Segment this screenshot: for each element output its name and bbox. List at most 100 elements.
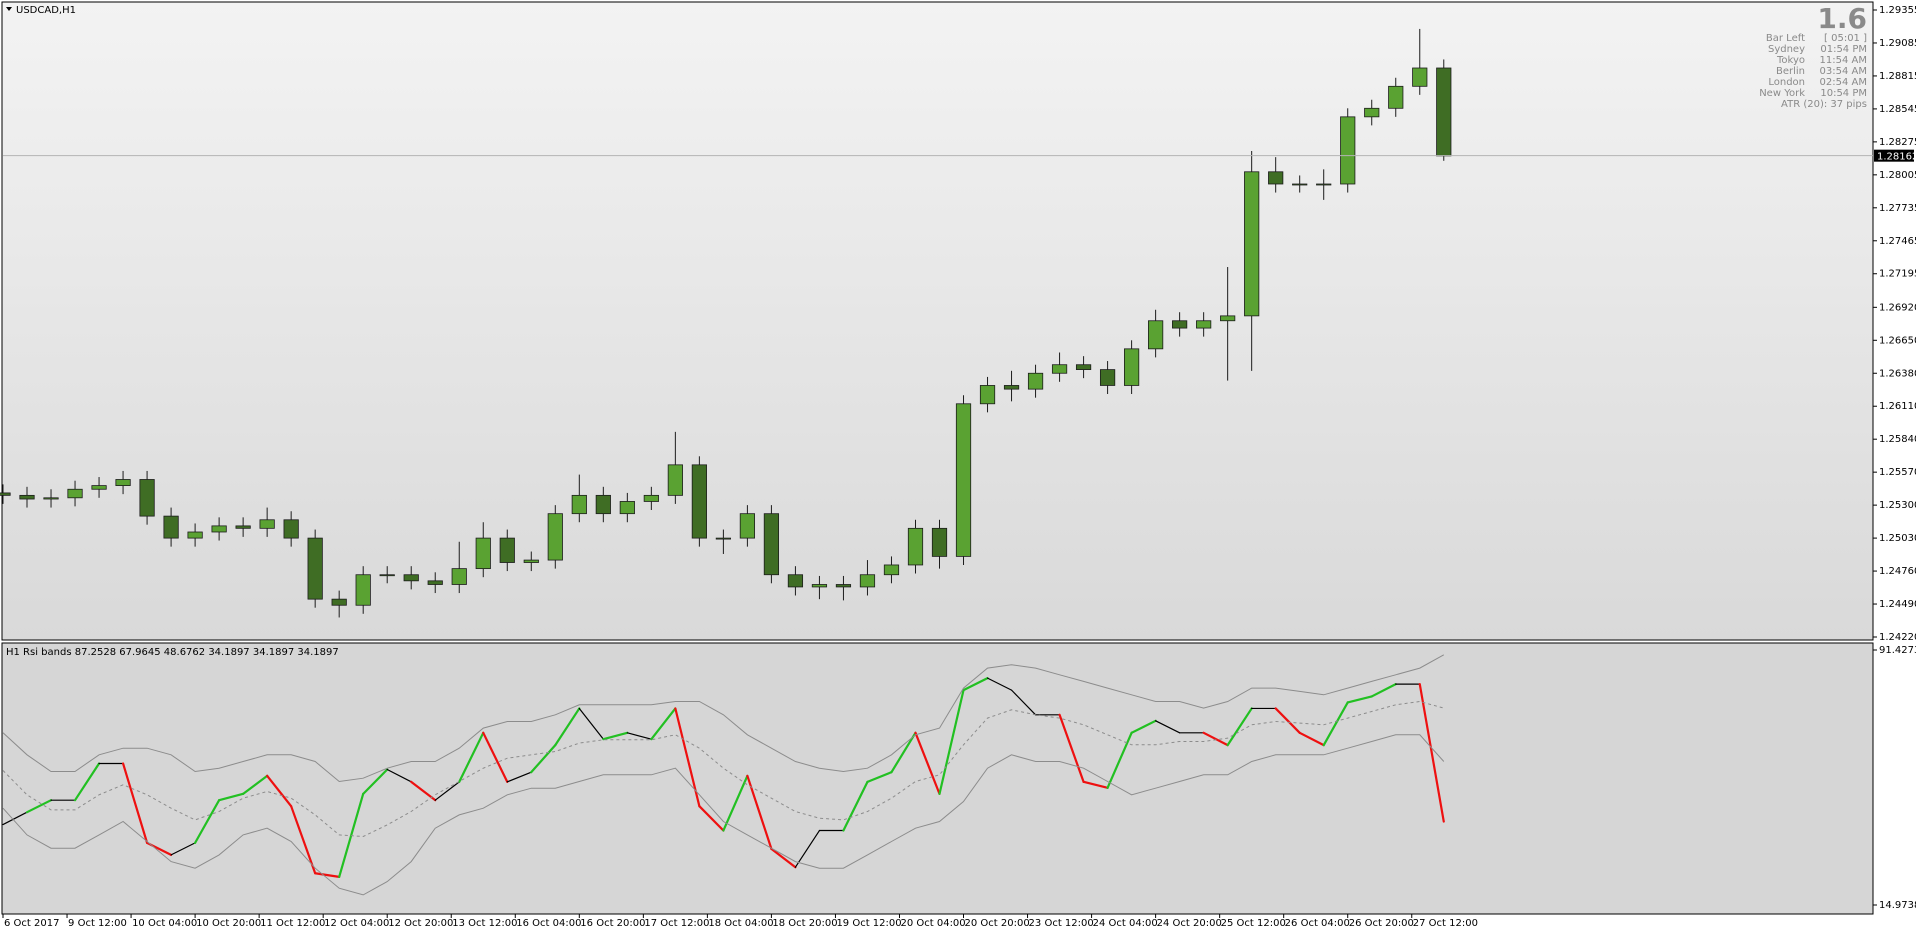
y-tick-label: 1.25570: [1879, 467, 1916, 478]
rsi-segment: [242, 774, 269, 795]
rsi-segment: [602, 731, 629, 741]
candle-body: [811, 584, 828, 588]
rsi-segment: [1130, 719, 1157, 734]
rsi-segment: [1010, 689, 1037, 716]
rsi-segment: [386, 768, 412, 783]
candle-body: [1051, 364, 1068, 374]
candle-body: [1244, 171, 1260, 317]
candle-body: [955, 403, 972, 557]
candle-body: [979, 385, 996, 405]
info-label: New York: [1759, 88, 1805, 99]
candle-body: [1220, 315, 1236, 322]
candle-body: [1124, 348, 1140, 386]
candle-body: [283, 519, 299, 539]
candle-body: [43, 497, 59, 500]
y-tick-label: 1.26110: [1879, 401, 1916, 412]
rsi-segment: [2, 811, 28, 826]
rsi-segment: [1058, 713, 1085, 783]
x-tick-label: 13 Oct 12:00: [452, 918, 517, 929]
x-tick-label: 25 Oct 12:00: [1221, 918, 1286, 929]
rsi-segment: [842, 780, 869, 832]
rsi-segment: [1274, 707, 1301, 734]
candle-body: [1172, 320, 1188, 329]
info-value: [ 05:01 ]: [1824, 33, 1867, 44]
rsi-segment: [770, 847, 797, 869]
x-tick-label: 10 Oct 04:00: [132, 918, 197, 929]
info-value: 03:54 AM: [1820, 66, 1867, 77]
band-line: [2, 734, 1445, 896]
rsi-segment: [506, 771, 532, 783]
indicator-panel: [1, 642, 1874, 915]
rsi-segment: [25, 799, 53, 814]
y-tick-label: 1.26650: [1879, 335, 1916, 346]
candle-body: [163, 515, 179, 539]
y-tick-label: 1.24220: [1879, 632, 1916, 643]
candle-body: [235, 525, 251, 529]
candle-body: [907, 527, 924, 566]
candle-body: [0, 492, 11, 496]
candle-body: [1027, 372, 1044, 390]
y-tick-label: 1.29355: [1879, 5, 1916, 16]
candle-body: [451, 568, 467, 585]
symbol-title: USDCAD,H1: [16, 5, 76, 16]
info-value: 01:54 PM: [1820, 44, 1867, 55]
rsi-segment: [746, 774, 773, 850]
candle-body: [547, 513, 563, 561]
info-value: 02:54 AM: [1820, 77, 1867, 88]
info-label: Bar Left: [1766, 33, 1805, 44]
rsi-segment: [1202, 731, 1229, 747]
rsi-segment: [626, 732, 652, 740]
info-label: Berlin: [1776, 66, 1805, 77]
candle-body: [259, 519, 275, 529]
candle-body: [619, 501, 635, 515]
info-value: 11:54 AM: [1820, 55, 1867, 66]
y-tick-label: 1.26380: [1879, 368, 1916, 379]
x-tick-label: 20 Oct 20:00: [965, 918, 1030, 929]
x-tick-label: 17 Oct 12:00: [644, 918, 709, 929]
candle-body: [859, 574, 876, 588]
candle-body: [1340, 116, 1356, 185]
x-tick-label: 12 Oct 04:00: [324, 918, 389, 929]
candle-body: [571, 494, 587, 515]
x-tick-label: 12 Oct 20:00: [388, 918, 453, 929]
candle-body: [475, 537, 491, 570]
rsi-segment: [578, 707, 604, 740]
rsi-segment: [1322, 701, 1349, 747]
rsi-segment: [1418, 683, 1445, 823]
rsi-segment: [362, 768, 389, 795]
y-tick-label: 1.26920: [1879, 302, 1916, 313]
rsi-segment: [194, 799, 221, 844]
rsi-segment: [482, 731, 509, 783]
info-label: Sydney: [1768, 44, 1805, 55]
info-value: 10:54 PM: [1820, 88, 1867, 99]
x-tick-label: 19 Oct 12:00: [836, 918, 901, 929]
candle-body: [403, 574, 419, 582]
info-label: Tokyo: [1776, 55, 1805, 66]
rsi-segment: [794, 829, 821, 868]
candle-body: [19, 494, 35, 500]
rsi-segment: [698, 805, 725, 832]
candle-body: [427, 580, 443, 585]
candle-body: [1099, 369, 1116, 386]
rsi-segment: [121, 762, 149, 844]
rsi-segment: [890, 731, 917, 774]
candle-body: [1196, 320, 1212, 329]
y-tick-label: 1.29085: [1879, 38, 1916, 49]
rsi-segment: [170, 842, 196, 856]
candle-body: [667, 464, 683, 496]
y-tick-label: 1.28815: [1879, 71, 1916, 82]
candle-body: [1148, 320, 1164, 350]
rsi-segment: [1370, 683, 1397, 698]
menu-triangle[interactable]: [6, 7, 12, 11]
candle-body: [211, 525, 227, 533]
candle-body: [643, 494, 659, 502]
last-price-label: 1.28162: [1877, 152, 1916, 163]
rsi-segment: [218, 792, 245, 802]
rsi-segment: [458, 731, 485, 783]
x-tick-label: 9 Oct 12:00: [68, 918, 127, 929]
rsi-segment: [1298, 731, 1325, 747]
rsi-segment: [1106, 731, 1133, 789]
candle-body: [1292, 183, 1308, 186]
candle-body: [835, 584, 852, 588]
rsi-segment: [290, 805, 317, 875]
